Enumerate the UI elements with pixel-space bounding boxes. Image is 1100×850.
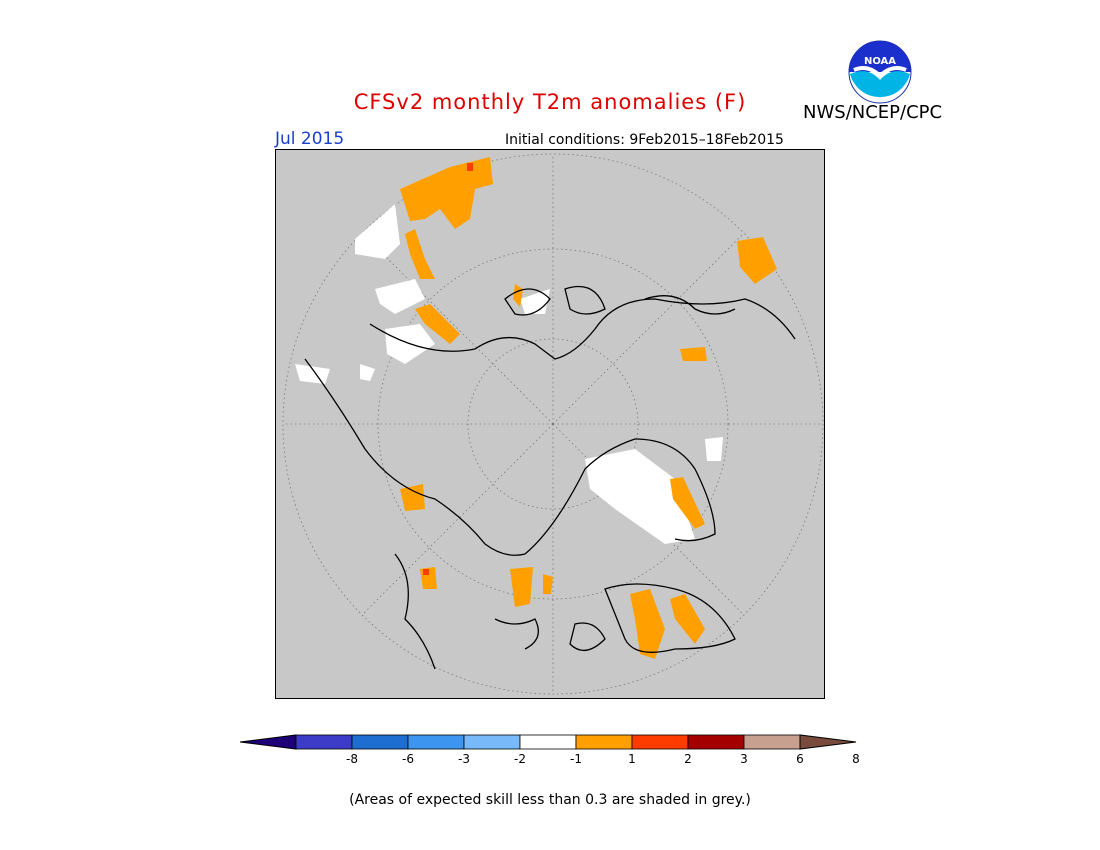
colorbar-box bbox=[351, 734, 409, 750]
colorbar-tick-label: 2 bbox=[684, 752, 692, 766]
colorbar-arrow-high bbox=[799, 734, 857, 750]
noaa-logo: NOAA bbox=[848, 40, 912, 104]
colorbar-box bbox=[407, 734, 465, 750]
noaa-logo-text: NOAA bbox=[864, 56, 896, 67]
coastlines bbox=[304, 285, 796, 670]
colorbar-tick-label: 1 bbox=[628, 752, 636, 766]
colorbar bbox=[240, 734, 857, 750]
colorbar-tick-label: -2 bbox=[514, 752, 526, 766]
colorbar-tick-label: 8 bbox=[852, 752, 860, 766]
warm-anomaly-patches bbox=[400, 157, 777, 659]
colorbar-tick-label: -6 bbox=[402, 752, 414, 766]
colorbar-box bbox=[631, 734, 689, 750]
near-normal-patches bbox=[295, 204, 723, 544]
colorbar-tick-label: 3 bbox=[740, 752, 748, 766]
agency-label: NWS/NCEP/CPC bbox=[803, 102, 943, 123]
colorbar-box bbox=[575, 734, 633, 750]
colorbar-tick-label: -1 bbox=[570, 752, 582, 766]
colorbar-box bbox=[519, 734, 577, 750]
colorbar-tick-label: -8 bbox=[346, 752, 358, 766]
colorbar-box bbox=[687, 734, 745, 750]
skill-note: (Areas of expected skill less than 0.3 a… bbox=[349, 792, 751, 808]
colorbar-box bbox=[463, 734, 521, 750]
initial-conditions: Initial conditions: 9Feb2015–18Feb2015 bbox=[505, 132, 784, 148]
target-month: Jul 2015 bbox=[275, 129, 345, 149]
colorbar-tick-label: -3 bbox=[458, 752, 470, 766]
colorbar-box bbox=[295, 734, 353, 750]
chart-title: CFSv2 monthly T2m anomalies (F) bbox=[353, 90, 747, 114]
colorbar-box bbox=[743, 734, 801, 750]
strong-warm-spots bbox=[423, 163, 473, 575]
polar-map bbox=[275, 149, 825, 699]
colorbar-arrow-low bbox=[240, 734, 297, 750]
colorbar-tick-label: 6 bbox=[796, 752, 804, 766]
